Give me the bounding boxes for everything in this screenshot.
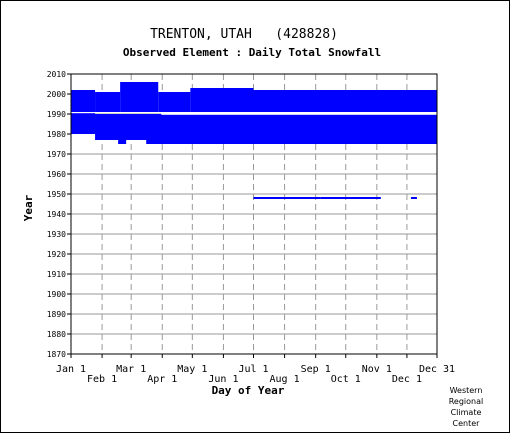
x-axis-title: Day of Year (212, 384, 285, 397)
y-tick-label: 1960 (47, 170, 66, 179)
x-tick-label: May 1 (177, 364, 207, 375)
observed-data-block (320, 197, 381, 199)
x-tick-label: Mar 1 (116, 364, 146, 375)
x-tick-label: Dec 1 (392, 374, 422, 385)
credit-line: Center (452, 419, 480, 428)
observed-data-block (410, 197, 417, 199)
y-tick-label: 1970 (47, 150, 66, 159)
x-tick-label: Oct 1 (331, 374, 361, 385)
x-tick-label: Aug 1 (270, 374, 300, 385)
observed-data-block (253, 90, 437, 112)
x-tick-label: Sep 1 (301, 364, 331, 375)
y-axis-title: Year (22, 194, 35, 221)
observed-data-block (158, 92, 191, 112)
x-tick-label: Nov 1 (362, 364, 392, 375)
x-tick-label: Jul 1 (238, 364, 268, 375)
missing-data-gap (71, 112, 437, 114)
observed-data-block (71, 90, 96, 114)
y-tick-label: 1990 (47, 110, 66, 119)
credit-line: Climate (450, 408, 482, 417)
y-tick-label: 1890 (47, 310, 66, 319)
x-axis-ticks: Jan 1 Mar 1 May 1 Jul 1 Sep 1 Nov 1 Dec 31 Feb … (56, 354, 455, 385)
x-tick-label: Apr 1 (147, 374, 177, 385)
wrcc-credit: Western Regional Climate Center (436, 385, 496, 429)
y-tick-label: 1910 (47, 270, 66, 279)
y-tick-label: 1880 (47, 330, 66, 339)
x-tick-label: Jan 1 (56, 364, 86, 375)
chart-title: TRENTON, UTAH (428828) (150, 27, 338, 42)
missing-data-gap (126, 140, 147, 144)
observed-data-block (253, 197, 321, 199)
y-tick-label: 1920 (47, 250, 66, 259)
missing-data-gap (161, 113, 437, 115)
x-tick-label: Jun 1 (208, 374, 238, 385)
missing-data-gap (71, 140, 119, 144)
y-axis-ticks: 1870 1880 1890 1900 1910 1920 1930 1940 1950 1960… (47, 70, 71, 359)
missing-data-gap (71, 134, 96, 140)
x-tick-label: Dec 31 (419, 364, 455, 375)
credit-line: Regional (448, 397, 484, 406)
chart-subtitle: Observed Element : Daily Total Snowfall (123, 46, 381, 59)
observed-data-block (95, 92, 121, 112)
y-tick-label: 1900 (47, 290, 66, 299)
observed-data-block (120, 82, 159, 112)
y-tick-label: 1940 (47, 210, 66, 219)
y-tick-label: 1930 (47, 230, 66, 239)
credit-line: Western (449, 386, 483, 395)
y-tick-label: 2000 (47, 90, 66, 99)
y-tick-label: 1980 (47, 130, 66, 139)
y-tick-label: 1950 (47, 190, 66, 199)
observed-data-block (190, 88, 254, 112)
data-layer (71, 82, 437, 199)
x-tick-label: Feb 1 (87, 374, 117, 385)
y-tick-label: 1870 (47, 350, 66, 359)
observed-data-block (71, 114, 437, 144)
y-tick-label: 2010 (47, 70, 66, 79)
